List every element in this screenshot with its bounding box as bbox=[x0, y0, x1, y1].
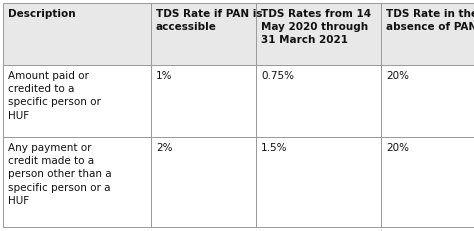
Bar bbox=[151, 137, 256, 227]
Text: Amount paid or
credited to a
specific person or
HUF: Amount paid or credited to a specific pe… bbox=[8, 71, 101, 121]
Text: TDS Rate in the
absence of PAN: TDS Rate in the absence of PAN bbox=[386, 9, 474, 32]
Text: TDS Rates from 14
May 2020 through
31 March 2021: TDS Rates from 14 May 2020 through 31 Ma… bbox=[261, 9, 371, 46]
Text: Any payment or
credit made to a
person other than a
specific person or a
HUF: Any payment or credit made to a person o… bbox=[8, 143, 111, 206]
Bar bbox=[3, 3, 151, 65]
Bar bbox=[151, 65, 256, 137]
Bar bbox=[381, 137, 474, 227]
Text: 1.5%: 1.5% bbox=[261, 143, 288, 153]
Bar bbox=[3, 137, 151, 227]
Text: 1%: 1% bbox=[156, 71, 173, 81]
Text: TDS Rate if PAN is
accessible: TDS Rate if PAN is accessible bbox=[156, 9, 263, 32]
Bar bbox=[381, 3, 474, 65]
Text: Description: Description bbox=[8, 9, 76, 19]
Bar bbox=[381, 65, 474, 137]
Text: 20%: 20% bbox=[386, 71, 409, 81]
Bar bbox=[256, 137, 381, 227]
Bar bbox=[3, 65, 151, 137]
Text: 0.75%: 0.75% bbox=[261, 71, 294, 81]
Text: 2%: 2% bbox=[156, 143, 173, 153]
Bar bbox=[256, 65, 381, 137]
Bar bbox=[256, 3, 381, 65]
Text: 20%: 20% bbox=[386, 143, 409, 153]
Bar bbox=[151, 3, 256, 65]
